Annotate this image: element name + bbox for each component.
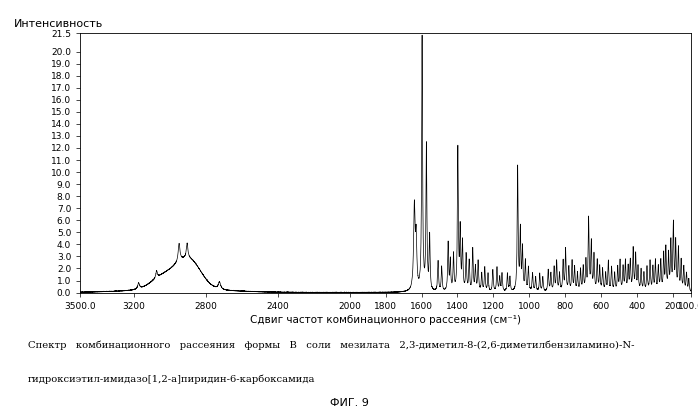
- Text: гидроксиэтил-имидазо[1,2-а]пиридин-6-карбоксамида: гидроксиэтил-имидазо[1,2-а]пиридин-6-кар…: [28, 374, 315, 384]
- Text: Интенсивность: Интенсивность: [14, 19, 103, 29]
- X-axis label: Сдвиг частот комбинационного рассеяния (см⁻¹): Сдвиг частот комбинационного рассеяния (…: [250, 315, 521, 325]
- Text: Спектр   комбинационного   рассеяния   формы   B   соли   мезилата   2,3-диметил: Спектр комбинационного рассеяния формы B…: [28, 341, 634, 350]
- Text: ФИГ. 9: ФИГ. 9: [329, 398, 369, 408]
